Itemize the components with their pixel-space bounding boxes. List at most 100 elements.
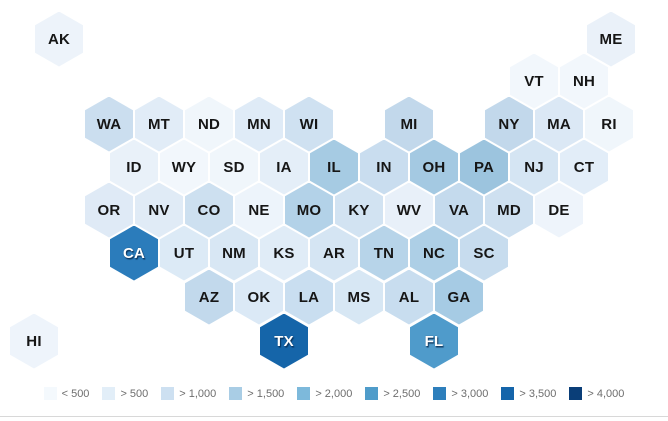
state-hex-ma[interactable]: MA [535,96,583,152]
state-label: KS [273,244,295,262]
state-label: AL [398,288,420,306]
state-hex-ok[interactable]: OK [235,269,283,325]
legend-label: > 2,000 [315,387,353,400]
state-label: OR [97,201,121,219]
state-hex-co[interactable]: CO [185,182,233,238]
state-label: CA [122,244,146,262]
state-label: ME [599,30,623,48]
legend-swatch [501,387,515,400]
state-hex-fl[interactable]: FL [410,313,458,369]
state-hex-sc[interactable]: SC [460,225,508,281]
state-hex-ak[interactable]: AK [35,11,83,67]
state-hex-ri[interactable]: RI [585,96,633,152]
state-hex-la[interactable]: LA [285,269,333,325]
state-label: DE [548,201,570,219]
state-hex-mt[interactable]: MT [135,96,183,152]
state-hex-or[interactable]: OR [85,182,133,238]
state-hex-mi[interactable]: MI [385,96,433,152]
state-hex-nj[interactable]: NJ [510,139,558,195]
state-label: TN [373,244,395,262]
state-hex-wv[interactable]: WV [385,182,433,238]
state-hex-id[interactable]: ID [110,139,158,195]
state-label: VT [524,72,544,90]
state-hex-ne[interactable]: NE [235,182,283,238]
state-label: UT [173,244,195,262]
state-label: MO [296,201,322,219]
state-label: GA [447,288,471,306]
state-label: KY [348,201,370,219]
state-label: NY [498,115,520,133]
state-hex-va[interactable]: VA [435,182,483,238]
state-hex-wi[interactable]: WI [285,96,333,152]
state-hex-me[interactable]: ME [587,11,635,67]
legend-swatch [43,387,57,400]
state-label: VA [448,201,470,219]
state-label: NJ [524,158,544,176]
state-hex-wa[interactable]: WA [85,96,133,152]
state-label: MT [147,115,171,133]
state-hex-ct[interactable]: CT [560,139,608,195]
legend-label: > 1,500 [247,387,285,400]
state-label: MN [247,115,271,133]
state-hex-mo[interactable]: MO [285,182,333,238]
state-label: HI [26,332,42,350]
legend-item: > 2,000 [297,387,352,400]
legend-label: > 3,000 [451,387,489,400]
legend-label: > 3,500 [519,387,557,400]
state-hex-hi[interactable]: HI [10,313,58,369]
state-label: IL [327,158,341,176]
state-hex-ky[interactable]: KY [335,182,383,238]
state-hex-nc[interactable]: NC [410,225,458,281]
state-hex-ia[interactable]: IA [260,139,308,195]
state-hex-de[interactable]: DE [535,182,583,238]
legend-swatch [161,387,175,400]
state-hex-ms[interactable]: MS [335,269,383,325]
state-label: IA [276,158,292,176]
legend-swatch [433,387,447,400]
state-label: OK [247,288,271,306]
state-hex-ca[interactable]: CA [110,225,158,281]
state-hex-ny[interactable]: NY [485,96,533,152]
legend-item: > 1,000 [161,387,216,400]
state-hex-vt[interactable]: VT [510,53,558,109]
bottom-divider [0,416,668,417]
state-label: IN [376,158,392,176]
state-hex-ar[interactable]: AR [310,225,358,281]
legend-item: > 4,000 [569,387,624,400]
state-hex-nv[interactable]: NV [135,182,183,238]
legend-label: > 4,000 [587,387,625,400]
state-hex-wy[interactable]: WY [160,139,208,195]
state-hex-ga[interactable]: GA [435,269,483,325]
legend-item: < 500 [43,387,89,400]
legend-label: > 500 [120,387,149,400]
state-label: CO [197,201,221,219]
state-hex-il[interactable]: IL [310,139,358,195]
state-hex-al[interactable]: AL [385,269,433,325]
state-hex-in[interactable]: IN [360,139,408,195]
legend-label: > 2,500 [383,387,421,400]
state-hex-nm[interactable]: NM [210,225,258,281]
state-label: MS [347,288,371,306]
state-hex-ut[interactable]: UT [160,225,208,281]
state-label: NV [148,201,170,219]
state-label: WV [396,201,422,219]
state-hex-az[interactable]: AZ [185,269,233,325]
state-label: OH [422,158,446,176]
legend-label: > 1,000 [179,387,217,400]
state-label: NC [422,244,446,262]
state-label: CT [573,158,595,176]
state-hex-tn[interactable]: TN [360,225,408,281]
state-hex-nd[interactable]: ND [185,96,233,152]
state-hex-md[interactable]: MD [485,182,533,238]
state-hex-nh[interactable]: NH [560,53,608,109]
state-hex-pa[interactable]: PA [460,139,508,195]
state-hex-tx[interactable]: TX [260,313,308,369]
state-hex-ks[interactable]: KS [260,225,308,281]
state-hex-mn[interactable]: MN [235,96,283,152]
state-label: MA [547,115,571,133]
state-hex-sd[interactable]: SD [210,139,258,195]
state-label: SC [473,244,495,262]
state-hex-oh[interactable]: OH [410,139,458,195]
state-label: NH [572,72,596,90]
